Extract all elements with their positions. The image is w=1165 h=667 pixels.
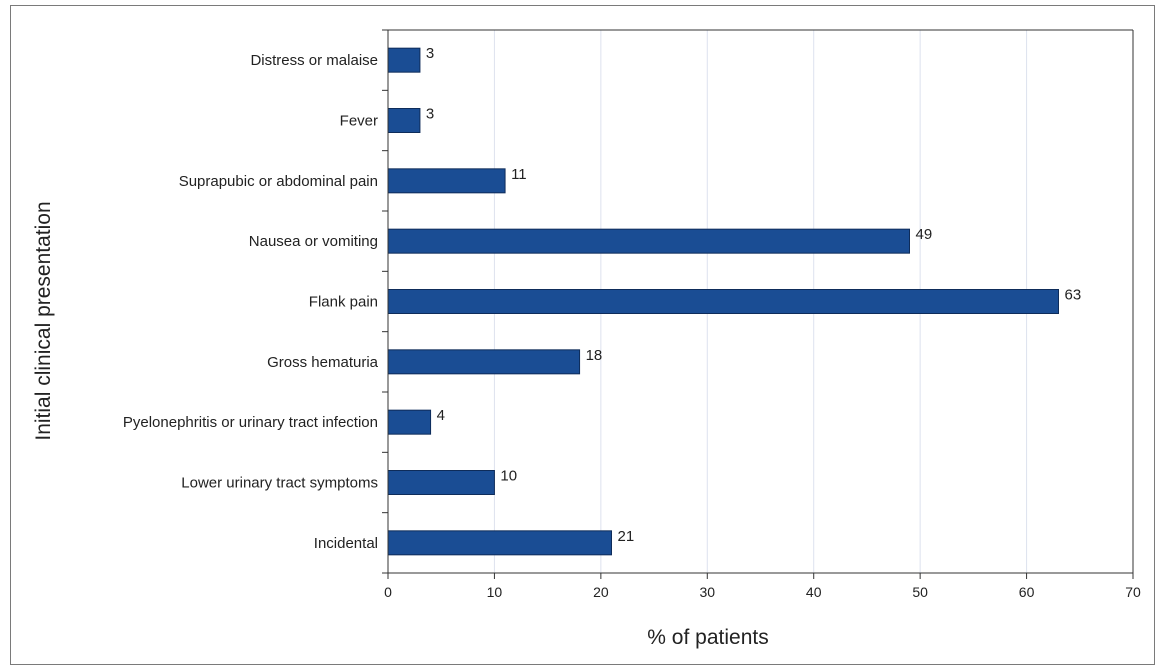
- category-label: Incidental: [314, 535, 378, 552]
- bar: [387, 228, 910, 254]
- x-tick-label: 20: [593, 584, 609, 600]
- bar: [387, 409, 432, 435]
- data-label: 49: [916, 226, 933, 243]
- x-tick-label: 0: [384, 584, 392, 600]
- category-label: Suprapubic or abdominal pain: [179, 173, 378, 190]
- category-label: Distress or malaise: [250, 52, 378, 69]
- category-label: Lower urinary tract symptoms: [181, 475, 378, 492]
- bar: [387, 108, 421, 133]
- category-label: Nausea or vomiting: [249, 233, 378, 250]
- data-label: 11: [511, 166, 527, 183]
- x-tick-label: 30: [699, 584, 715, 600]
- x-tick-label: 50: [912, 584, 928, 600]
- data-label: 21: [618, 528, 635, 545]
- bar: [387, 349, 581, 375]
- data-label: 10: [500, 468, 517, 485]
- bar: [387, 530, 612, 556]
- axes: 0 10 20 30 40 50 60 70 Distress or malaise Fever S…: [123, 29, 1141, 600]
- data-label: 3: [426, 45, 434, 62]
- category-label: Flank pain: [309, 294, 378, 311]
- x-tick-label: 60: [1019, 584, 1035, 600]
- data-label: 18: [586, 347, 603, 364]
- x-axis-title: % of patients: [647, 626, 768, 649]
- bar: [387, 168, 506, 194]
- category-label: Pyelonephritis or urinary tract infectio…: [123, 414, 378, 431]
- category-label: Gross hematuria: [267, 354, 379, 371]
- bar: [387, 470, 495, 495]
- x-tick-label: 10: [487, 584, 503, 600]
- data-label: 3: [426, 106, 434, 123]
- x-tick-label: 40: [806, 584, 822, 600]
- bar: [387, 289, 1059, 314]
- bar: [387, 47, 421, 73]
- data-label: 63: [1065, 287, 1082, 304]
- x-tick-label: 70: [1125, 584, 1141, 600]
- bars: 3 3 11 49 63 18 4 10 21: [387, 45, 1082, 556]
- y-axis-title: Initial clinical presentation: [32, 201, 55, 440]
- category-label: Fever: [340, 113, 378, 130]
- data-label: 4: [437, 407, 445, 424]
